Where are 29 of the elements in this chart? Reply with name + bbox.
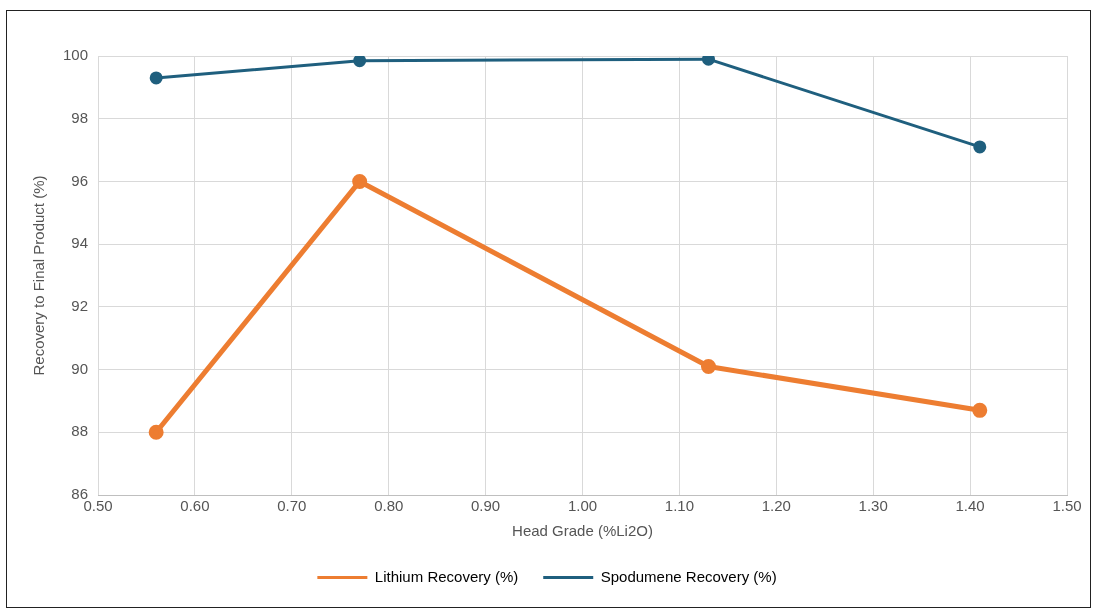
point [353, 56, 367, 68]
x-tick-label: 1.40 [955, 497, 985, 515]
y-tick-label: 100 [63, 46, 89, 64]
point [700, 358, 716, 374]
x-tick-label: 0.80 [374, 497, 404, 515]
x-tick-label: 0.70 [277, 497, 307, 515]
x-tick-label: 1.50 [1052, 497, 1082, 515]
point [973, 140, 987, 154]
y-tick-label: 98 [71, 108, 89, 126]
x-tick-label: 1.00 [567, 497, 598, 515]
y-tick-label: 88 [71, 422, 89, 440]
legend-label: Lithium Recovery (%) [374, 567, 519, 585]
y-tick-label: 92 [71, 297, 89, 314]
legend-label: Spodumene Recovery (%) [600, 567, 777, 585]
x-axis-title: Head Grade (%Li2O) [512, 522, 653, 540]
point [972, 402, 988, 418]
y-tick-label: 90 [71, 359, 89, 377]
x-tick-label: 0.90 [471, 497, 501, 515]
y-axis-title: Recovery to Final Product (%) [30, 175, 48, 376]
y-tick-label: 94 [71, 234, 89, 252]
point [352, 173, 368, 189]
y-tick-label: 96 [71, 171, 89, 189]
point [148, 424, 164, 440]
point [701, 56, 715, 66]
point [149, 71, 163, 85]
x-tick-label: 1.30 [858, 497, 888, 515]
x-tick-label: 0.60 [180, 497, 210, 515]
x-tick-label: 1.20 [761, 497, 791, 515]
x-tick-label: 1.10 [664, 497, 695, 515]
